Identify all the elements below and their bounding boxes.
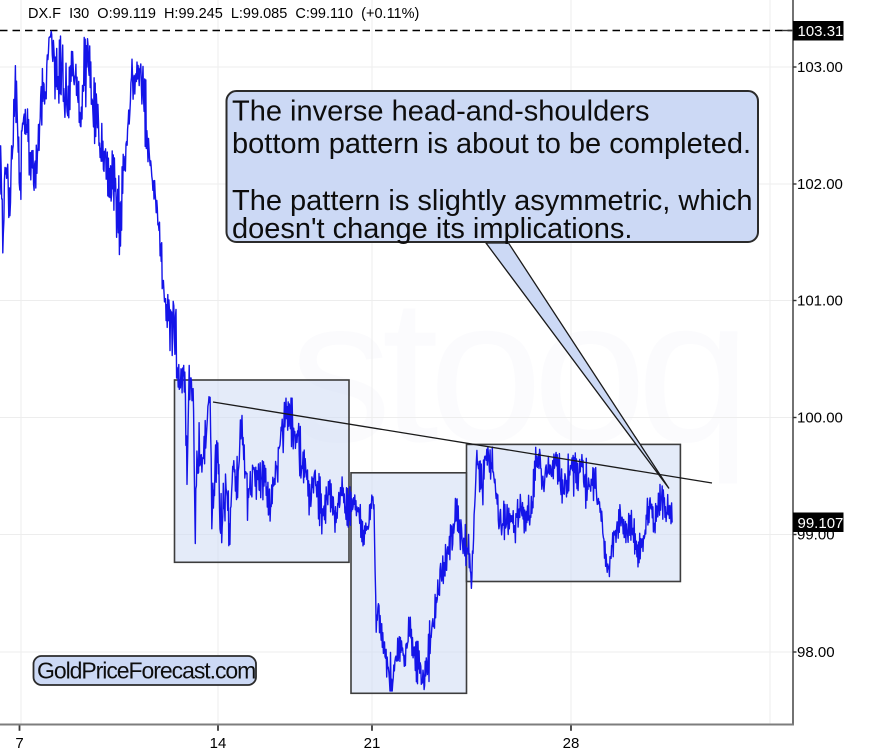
- svg-text:103.31: 103.31: [798, 23, 844, 40]
- svg-text:21: 21: [364, 735, 381, 752]
- svg-text:99.107: 99.107: [798, 515, 844, 532]
- svg-text:101.00: 101.00: [797, 293, 843, 310]
- svg-text:14: 14: [210, 735, 227, 752]
- svg-text:28: 28: [563, 735, 580, 752]
- svg-text:doesn't change its implication: doesn't change its implications.: [232, 213, 632, 245]
- svg-text:DX.F I30 O:99.119 H:99.245: DX.F I30 O:99.119 H:99.245 L:99.085 C:99…: [28, 6, 419, 22]
- svg-text:102.00: 102.00: [797, 176, 843, 193]
- svg-text:The inverse head-and-shoulders: The inverse head-and-shoulders: [232, 96, 650, 128]
- svg-text:GoldPriceForecast.com: GoldPriceForecast.com: [37, 658, 255, 684]
- svg-text:98.00: 98.00: [797, 644, 835, 661]
- svg-text:bottom pattern is about to be: bottom pattern is about to be completed.: [232, 128, 751, 160]
- svg-text:7: 7: [15, 735, 23, 752]
- svg-text:100.00: 100.00: [797, 410, 843, 427]
- svg-text:The pattern is slightly asymme: The pattern is slightly asymmetric, whic…: [232, 185, 753, 217]
- svg-text:103.00: 103.00: [797, 59, 843, 76]
